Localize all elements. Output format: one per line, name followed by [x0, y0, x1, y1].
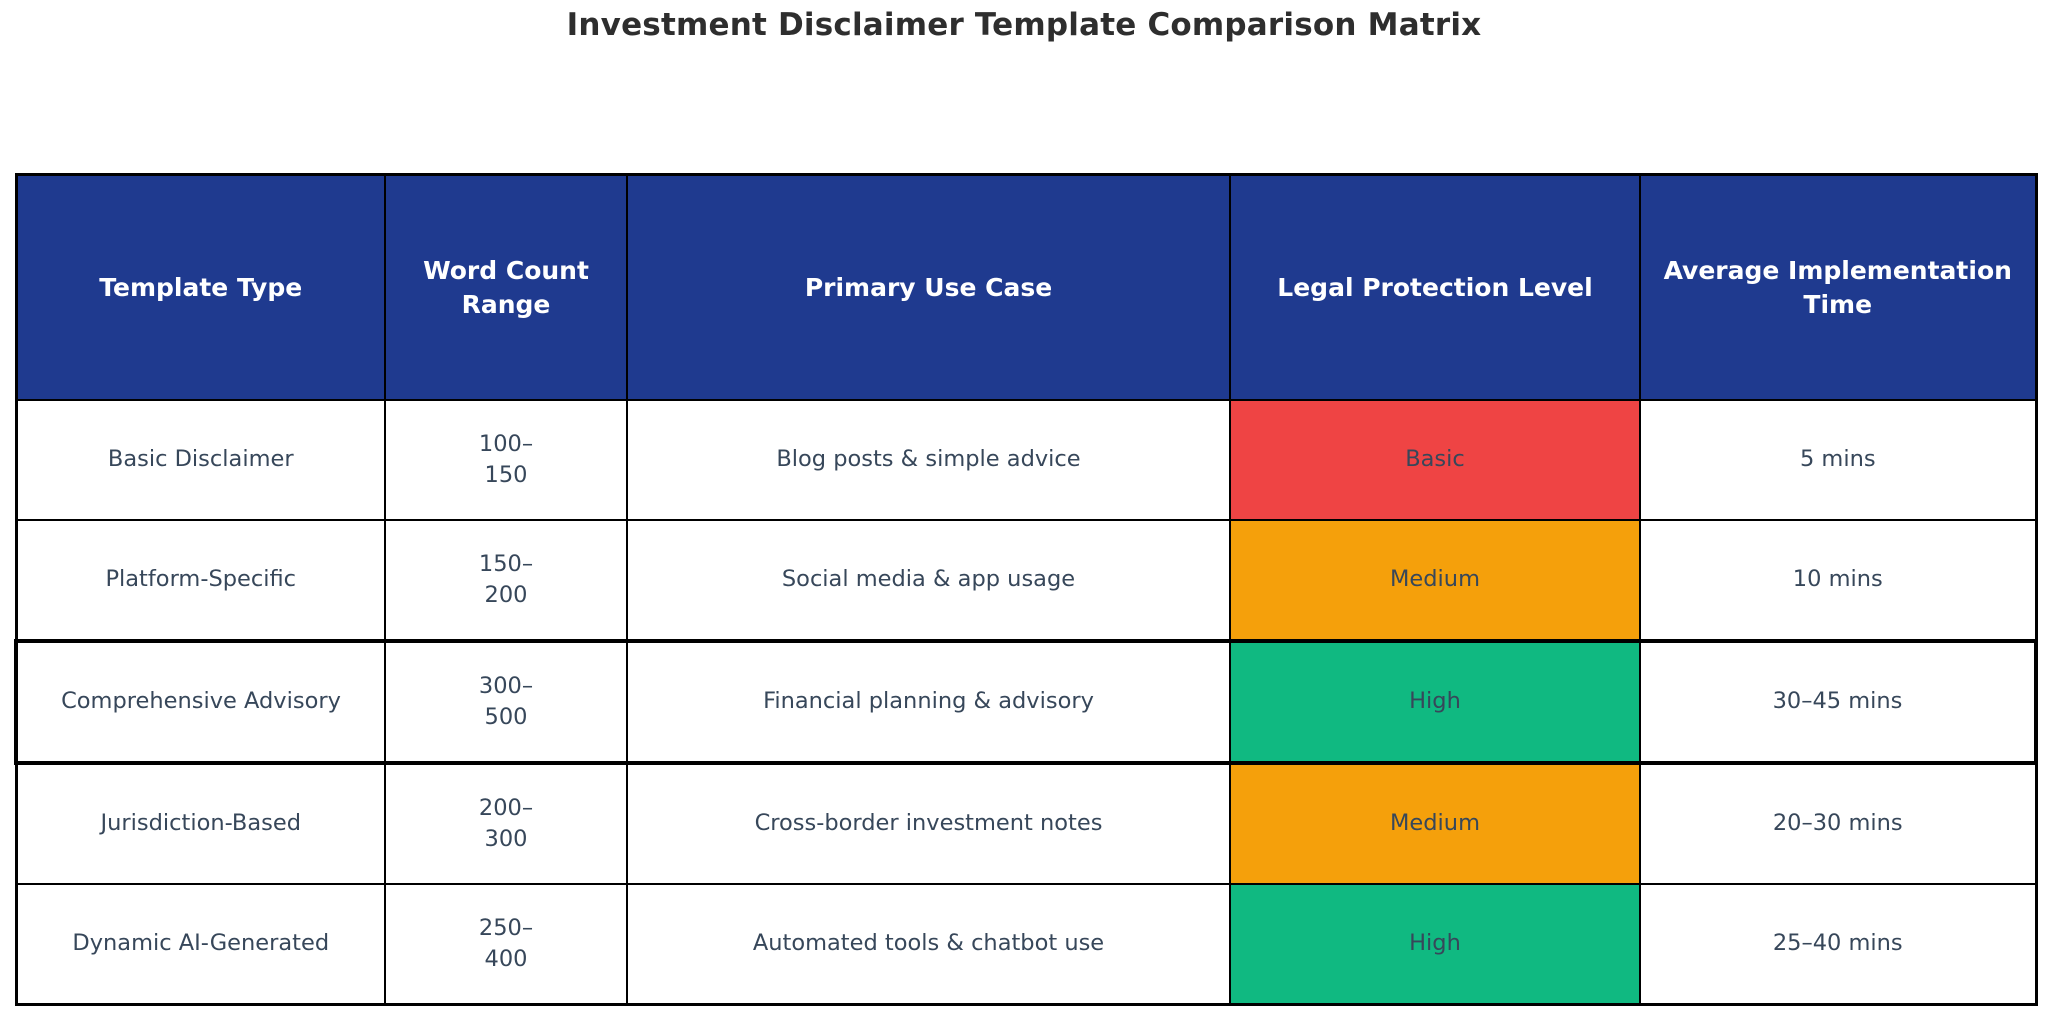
column-header-4: Legal Protection Level — [1229, 173, 1641, 401]
cell-use-case: Cross-border investment notes — [626, 762, 1231, 885]
cell-protection-level: Medium — [1229, 519, 1641, 642]
cell-use-case: Financial planning & advisory — [626, 639, 1231, 765]
table-row: Basic Disclaimer 100– 150 Blog posts & sim… — [15, 399, 2037, 521]
cell-template-type: Dynamic AI-Generated — [15, 883, 386, 1006]
cell-word-count: 150– 200 — [384, 519, 628, 642]
cell-protection-level: High — [1229, 883, 1641, 1006]
cell-protection-level: Medium — [1229, 762, 1641, 885]
table-row: Dynamic AI-Generated 250– 400 Automated to… — [15, 883, 2037, 1006]
column-header-1: Template Type — [15, 173, 386, 401]
comparison-table: Template Type Word Count Range Primary Use… — [14, 173, 2038, 1006]
column-header-2: Word Count Range — [384, 173, 628, 401]
column-header-3: Primary Use Case — [626, 173, 1231, 401]
cell-word-count: 200– 300 — [384, 762, 628, 885]
table-row: Comprehensive Advisory 300– 500 Financial … — [14, 639, 2038, 765]
cell-protection-level: Basic — [1229, 399, 1641, 521]
cell-template-type: Basic Disclaimer — [15, 399, 386, 521]
table-row: Platform-Specific 150– 200 Social media & … — [15, 519, 2037, 642]
table-header: Template Type Word Count Range Primary Use… — [15, 173, 2037, 401]
cell-implementation-time: 5 mins — [1639, 399, 2037, 521]
cell-use-case: Automated tools & chatbot use — [626, 883, 1231, 1006]
column-header-5: Average Implementation Time — [1639, 173, 2037, 401]
cell-template-type: Jurisdiction-Based — [15, 762, 386, 885]
cell-implementation-time: 10 mins — [1639, 519, 2037, 642]
cell-template-type: Comprehensive Advisory — [14, 639, 386, 765]
cell-protection-level: High — [1229, 639, 1641, 765]
table-body: Basic Disclaimer 100– 150 Blog posts & sim… — [14, 399, 2038, 1006]
cell-word-count: 250– 400 — [384, 883, 628, 1006]
cell-implementation-time: 30–45 mins — [1639, 639, 2038, 765]
cell-word-count: 100– 150 — [384, 399, 628, 521]
cell-word-count: 300– 500 — [384, 639, 628, 765]
table-row: Jurisdiction-Based 200– 300 Cross-border i… — [15, 762, 2037, 885]
cell-implementation-time: 25–40 mins — [1639, 883, 2037, 1006]
cell-use-case: Social media & app usage — [626, 519, 1231, 642]
header-row: Template Type Word Count Range Primary Use… — [15, 173, 2037, 401]
cell-use-case: Blog posts & simple advice — [626, 399, 1231, 521]
cell-template-type: Platform-Specific — [15, 519, 386, 642]
page-title: Investment Disclaimer Template Compariso… — [566, 7, 1482, 43]
cell-implementation-time: 20–30 mins — [1639, 762, 2037, 885]
